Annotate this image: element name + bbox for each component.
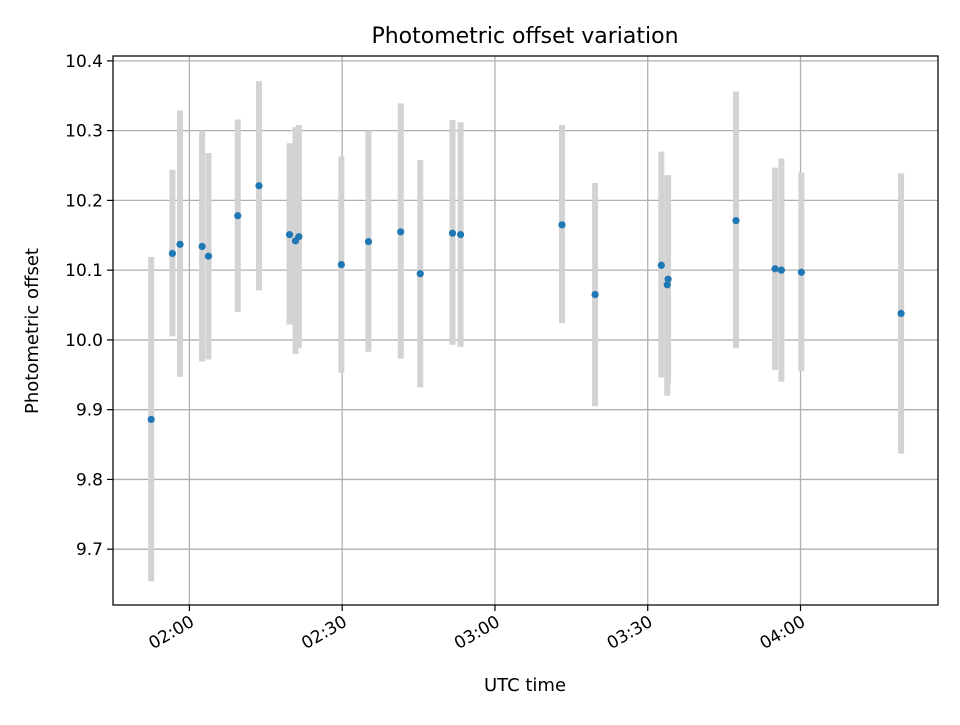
data-points (147, 182, 905, 424)
y-tick-label: 10.2 (65, 191, 103, 211)
y-tick-label: 9.7 (76, 540, 103, 560)
chart-title: Photometric offset variation (371, 24, 678, 49)
data-point (664, 275, 672, 283)
y-tick-label: 10.1 (65, 261, 103, 281)
y-tick-label: 10.3 (65, 122, 103, 142)
data-point (337, 260, 345, 269)
data-point (364, 237, 373, 246)
x-axis-label: UTC time (484, 675, 566, 696)
y-tick-label: 10.4 (65, 52, 103, 72)
y-tick-label: 9.8 (76, 470, 103, 490)
data-point (176, 240, 184, 248)
data-point (168, 249, 177, 258)
data-point (797, 268, 805, 276)
y-axis-ticks: 9.7 9.8 9.9 10.0 10.1 10.2 10.3 10.4 (65, 52, 113, 560)
data-point (456, 230, 465, 239)
plot-frame (112, 55, 939, 606)
data-point (448, 229, 457, 237)
data-point (397, 228, 405, 236)
data-point (777, 266, 786, 274)
data-point (255, 182, 263, 190)
data-point (204, 252, 213, 260)
data-point (591, 290, 599, 299)
data-point (285, 230, 294, 239)
data-point (663, 281, 671, 289)
y-tick-label: 10.0 (65, 331, 103, 351)
data-point (897, 309, 905, 318)
data-point (558, 221, 566, 229)
data-point (416, 270, 424, 278)
y-axis-label: Photometric offset (22, 248, 43, 414)
data-point (198, 242, 206, 251)
data-point (732, 217, 740, 225)
data-point (295, 233, 303, 241)
data-point (234, 212, 242, 220)
y-tick-label: 9.9 (76, 401, 103, 421)
data-point (147, 415, 155, 424)
data-point (657, 261, 665, 269)
data-point (771, 265, 779, 273)
